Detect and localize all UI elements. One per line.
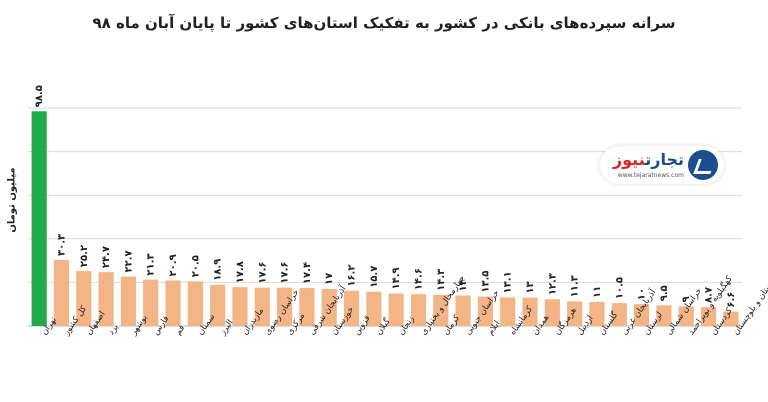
bar: [165, 280, 181, 326]
tejarat-news-logo-icon: [688, 150, 718, 180]
bar: [299, 288, 315, 326]
bar-value-label: ۱۷.۶: [257, 262, 268, 284]
bar-value-label: ۲۱.۳: [146, 253, 157, 275]
bar-value-label: ۱۳.۱: [503, 271, 514, 293]
bar-value-label: ۱۴.۶: [413, 268, 424, 290]
bar-value-label: ۹۸.۵: [34, 85, 45, 107]
bar-value-label: ۱۸.۹: [213, 259, 224, 281]
bar: [589, 302, 605, 326]
bar: [254, 287, 270, 326]
bar-value-label: ۲۲.۷: [123, 250, 134, 272]
bar: [143, 279, 159, 326]
bar: [410, 294, 427, 326]
bar: [343, 290, 360, 326]
bar-value-label: ۱۳: [525, 281, 536, 293]
bar: [634, 304, 650, 326]
bar-value-label: ۱۲.۳: [547, 273, 558, 295]
chart-title: سرانه سپرده‌های بانکی در کشور به تفکیک ا…: [92, 14, 676, 32]
bar-value-label: ۱۷.۸: [235, 261, 246, 283]
bars: [31, 111, 739, 327]
bar-value-label: ۱۱.۳: [570, 275, 581, 297]
bar: [500, 297, 516, 326]
bar: [567, 301, 583, 326]
logo-url: www.tejaratnews.com: [617, 172, 684, 179]
bar-value-label: ۱۴: [458, 279, 469, 291]
bar: [366, 291, 382, 326]
bar: [232, 287, 248, 326]
bar-value-label: ۲۴.۷: [101, 246, 112, 268]
bar: [656, 305, 672, 326]
bar-value-label: ۱۷: [324, 273, 335, 285]
bar: [53, 259, 70, 326]
bar: [678, 306, 694, 326]
bar: [611, 303, 627, 326]
bar-value-label: ۶.۶: [726, 292, 737, 308]
bar-value-label: ۱۴.۳: [436, 269, 447, 291]
bar: [522, 297, 538, 326]
bar: [723, 311, 739, 326]
bar: [277, 287, 293, 326]
bar-value-label: ۱۷.۴: [302, 262, 313, 284]
bar: [98, 272, 114, 326]
category-label: قم: [173, 323, 187, 337]
bar-value-label: ۱۶.۲: [347, 265, 358, 287]
bar-value-label: ۸.۷: [704, 287, 715, 303]
bar-value-label: ۱۳.۵: [480, 270, 491, 292]
bar: [477, 296, 493, 326]
bar: [700, 307, 717, 326]
bar-value-label: ۱۰.۵: [614, 277, 625, 299]
bar-value-label: ۱۱: [592, 286, 603, 298]
bar-value-label: ۱۰: [637, 288, 648, 300]
logo-name-part1: تجارت: [645, 150, 684, 169]
bar: [187, 281, 203, 326]
bar: [544, 299, 560, 326]
bar: [76, 271, 92, 326]
bar-value-label: ۱۵.۷: [369, 266, 380, 288]
bar-value-label: ۱۷.۶: [280, 262, 291, 284]
bar: [210, 284, 226, 326]
bar-value-label: ۲۰.۵: [190, 255, 201, 277]
bar: [388, 293, 404, 326]
bar-value-label: ۲۵.۲: [79, 245, 90, 267]
bar: [321, 288, 337, 326]
bar-value-label: ۳۰.۳: [56, 234, 67, 256]
bar-value-label: ۹: [681, 296, 692, 302]
value-labels: ۹۸.۵ ۳۰.۳ ۲۵.۲ ۲۴.۷ ۲۲.۷ ۲۱.۳ ۲۰.۹ ۲۰.۵ ۱۸.۹ ۱۷.۸…: [34, 85, 737, 307]
bar: [120, 276, 136, 326]
logo-name-part2: نیوز: [612, 150, 646, 169]
bar: [31, 111, 47, 327]
bar-value-label: ۹.۵: [659, 285, 670, 301]
bar: [455, 295, 471, 326]
tejarat-news-logo: تجارتنیوز www.tejaratnews.com: [600, 146, 724, 184]
bar-value-label: ۲۰.۹: [168, 254, 179, 276]
logo-text: تجارتنیوز: [613, 150, 684, 169]
bar-value-label: ۱۴.۹: [391, 267, 402, 289]
bar: [433, 294, 449, 326]
